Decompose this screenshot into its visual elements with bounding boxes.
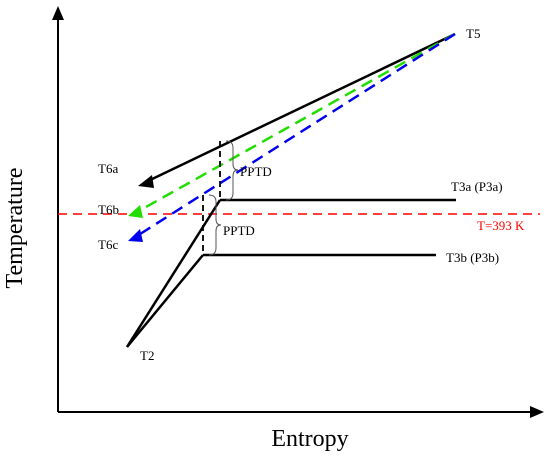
line-t5-t6c bbox=[136, 32, 456, 238]
line-t5-t6b bbox=[136, 32, 456, 214]
arrowhead-t6c bbox=[128, 229, 143, 242]
label-t5: T5 bbox=[466, 26, 480, 41]
line-t2-t3b-heating bbox=[126, 254, 204, 348]
arrowhead-t6b bbox=[128, 205, 143, 218]
label-t3b: T3b (P3b) bbox=[446, 250, 499, 265]
line-t2-t3a-heating bbox=[125, 199, 222, 348]
label-pptd-lower: PPTD bbox=[223, 223, 255, 238]
label-reference-line: T=393 K bbox=[477, 218, 525, 233]
y-axis-label: Temperature bbox=[2, 168, 28, 289]
label-t6b: T6b bbox=[98, 202, 119, 217]
label-t6c: T6c bbox=[98, 237, 118, 252]
label-pptd-upper: PPTD bbox=[240, 164, 272, 179]
label-t6a: T6a bbox=[98, 161, 118, 176]
pinch-brace-upper bbox=[225, 140, 239, 201]
x-axis-label: Entropy bbox=[271, 426, 348, 452]
x-axis-arrowhead bbox=[530, 406, 544, 418]
label-t2: T2 bbox=[140, 348, 154, 363]
arrowhead-t6a bbox=[138, 175, 154, 188]
pinch-brace-lower bbox=[208, 194, 222, 256]
line-t5-t6a bbox=[147, 32, 456, 183]
label-t3a: T3a (P3a) bbox=[451, 179, 503, 194]
y-axis-arrowhead bbox=[52, 6, 64, 20]
